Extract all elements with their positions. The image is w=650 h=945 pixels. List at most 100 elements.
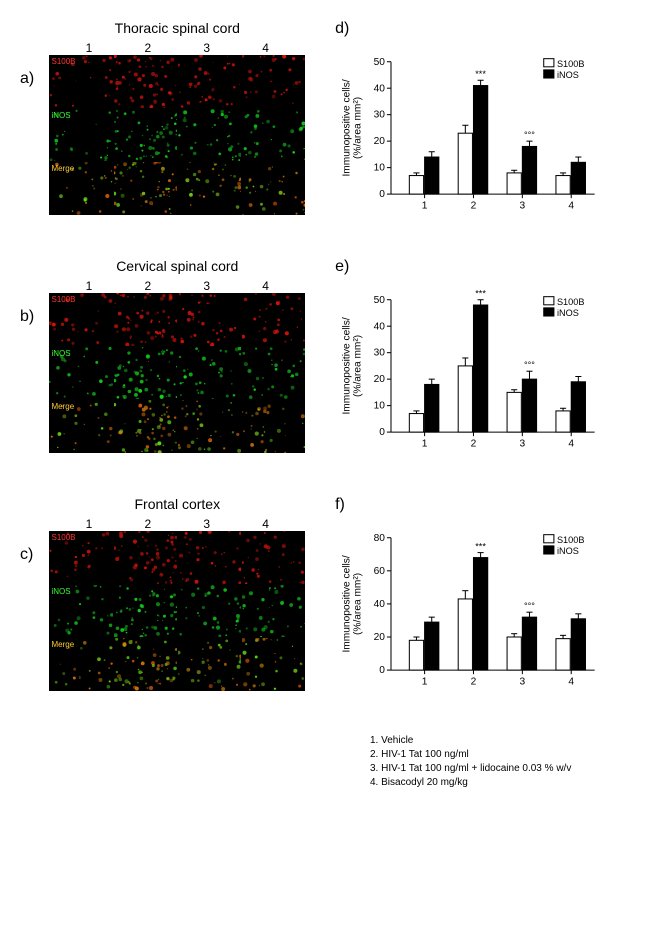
- stain-row-label: S100B: [51, 295, 75, 304]
- microscopy-cell: S100B: [49, 55, 112, 108]
- microscopy-cell: [114, 400, 177, 453]
- svg-text:***: ***: [475, 542, 486, 552]
- svg-text:40: 40: [374, 83, 386, 94]
- microscopy-cell: [114, 109, 177, 162]
- microscopy-cell: [242, 347, 305, 400]
- chart-block: d)01020304050Immunopositive cells/(%/are…: [305, 20, 630, 228]
- svg-text:40: 40: [374, 599, 386, 610]
- svg-text:S100B: S100B: [557, 59, 585, 69]
- microscopy-cell: [178, 293, 241, 346]
- microscopy-cell: [178, 531, 241, 584]
- stain-row-label: iNOS: [51, 587, 70, 596]
- microscopy-block: Frontal cortex 1234 S100B iNOS Merge: [49, 496, 305, 691]
- microscopy-cell: [242, 109, 305, 162]
- svg-text:40: 40: [374, 321, 386, 332]
- svg-text:0: 0: [379, 665, 385, 676]
- stain-row-label: iNOS: [51, 349, 70, 358]
- svg-text:20: 20: [374, 136, 386, 147]
- column-numbers: 1234: [49, 517, 305, 531]
- stain-row-label: S100B: [51, 533, 75, 542]
- chart-block: e) 0 10 20 30 40 50 Immunopositive cells/(%/are…: [305, 258, 630, 466]
- microscopy-cell: [242, 585, 305, 638]
- svg-text:4: 4: [568, 200, 574, 211]
- key-line: 1. Vehicle: [370, 734, 630, 748]
- stain-row-label: Merge: [51, 640, 74, 649]
- microscopy-cell: [114, 347, 177, 400]
- svg-text:3: 3: [520, 676, 526, 687]
- svg-text:Immunopositive cells/: Immunopositive cells/: [341, 317, 352, 414]
- microscopy-block: Thoracic spinal cord 1234 S100B iNOS Merg…: [49, 20, 305, 215]
- column-numbers: 1234: [49, 279, 305, 293]
- panel-image-label: c): [20, 496, 49, 564]
- microscopy-block: Cervical spinal cord 1234 S100B iNOS Merg…: [49, 258, 305, 453]
- microscopy-title: Cervical spinal cord: [49, 258, 305, 274]
- microscopy-cell: iNOS: [49, 109, 112, 162]
- svg-text:°°°: °°°: [524, 130, 535, 140]
- svg-text:20: 20: [374, 374, 386, 385]
- microscopy-grid: S100B iNOS Merge: [49, 293, 305, 453]
- svg-text:30: 30: [374, 348, 386, 359]
- key-line: 2. HIV-1 Tat 100 ng/ml: [370, 748, 630, 762]
- svg-text:30: 30: [374, 110, 386, 121]
- microscopy-cell: [178, 55, 241, 108]
- svg-text:10: 10: [374, 163, 386, 174]
- column-numbers: 1234: [49, 41, 305, 55]
- figure-panel-row: c)Frontal cortex1234 S100B iNOS Merge f)…: [20, 496, 630, 704]
- svg-text:1: 1: [422, 200, 428, 211]
- microscopy-cell: [242, 400, 305, 453]
- microscopy-cell: [178, 585, 241, 638]
- microscopy-cell: [178, 638, 241, 691]
- svg-text:S100B: S100B: [557, 297, 585, 307]
- svg-text:(%/area mm²): (%/area mm²): [353, 573, 364, 635]
- svg-text:(%/area mm²): (%/area mm²): [353, 335, 364, 397]
- microscopy-cell: iNOS: [49, 585, 112, 638]
- microscopy-cell: [178, 400, 241, 453]
- svg-text:2: 2: [471, 200, 477, 211]
- microscopy-cell: [114, 531, 177, 584]
- microscopy-cell: [242, 531, 305, 584]
- microscopy-cell: [114, 638, 177, 691]
- svg-text:2: 2: [471, 676, 477, 687]
- svg-text:0: 0: [379, 427, 385, 438]
- svg-text:10: 10: [374, 401, 386, 412]
- chart-block: f)020406080Immunopositive cells/(%/area …: [305, 496, 630, 704]
- microscopy-cell: S100B: [49, 293, 112, 346]
- microscopy-cell: Merge: [49, 162, 112, 215]
- bar-chart: 0 10 20 30 40 50 Immunopositive cells/(%/area …: [335, 281, 630, 466]
- svg-text:4: 4: [568, 438, 574, 449]
- microscopy-cell: [178, 347, 241, 400]
- svg-text:S100B: S100B: [557, 535, 585, 545]
- microscopy-title: Thoracic spinal cord: [49, 20, 305, 36]
- microscopy-title: Frontal cortex: [49, 496, 305, 512]
- bar-chart: 020406080Immunopositive cells/(%/area mm…: [335, 519, 630, 704]
- svg-text:iNOS: iNOS: [557, 308, 579, 318]
- svg-text:1: 1: [422, 438, 428, 449]
- svg-text:50: 50: [374, 295, 386, 306]
- microscopy-grid: S100B iNOS Merge: [49, 55, 305, 215]
- panel-chart-label: e): [335, 258, 630, 276]
- stain-row-label: iNOS: [51, 111, 70, 120]
- svg-text:iNOS: iNOS: [557, 70, 579, 80]
- panel-image-label: b): [20, 258, 49, 326]
- stain-row-label: Merge: [51, 164, 74, 173]
- microscopy-cell: [114, 585, 177, 638]
- bar-chart: 01020304050Immunopositive cells/(%/area …: [335, 43, 630, 228]
- microscopy-cell: [114, 293, 177, 346]
- svg-text:Immunopositive cells/: Immunopositive cells/: [341, 555, 352, 652]
- svg-text:iNOS: iNOS: [557, 546, 579, 556]
- microscopy-cell: S100B: [49, 531, 112, 584]
- microscopy-grid: S100B iNOS Merge: [49, 531, 305, 691]
- figure-panel-row: b)Cervical spinal cord 1234 S100B iNOS Me…: [20, 258, 630, 466]
- svg-text:***: ***: [475, 69, 486, 79]
- treatment-key: 1. Vehicle2. HIV-1 Tat 100 ng/ml3. HIV-1…: [370, 734, 630, 790]
- svg-text:20: 20: [374, 632, 386, 643]
- panel-chart-label: d): [335, 20, 630, 38]
- microscopy-cell: iNOS: [49, 347, 112, 400]
- svg-text:50: 50: [374, 57, 386, 68]
- svg-text:60: 60: [374, 566, 386, 577]
- stain-row-label: Merge: [51, 402, 74, 411]
- svg-text:(%/area mm²): (%/area mm²): [353, 97, 364, 159]
- svg-text:1: 1: [422, 676, 428, 687]
- panel-image-label: a): [20, 20, 49, 88]
- microscopy-cell: [114, 55, 177, 108]
